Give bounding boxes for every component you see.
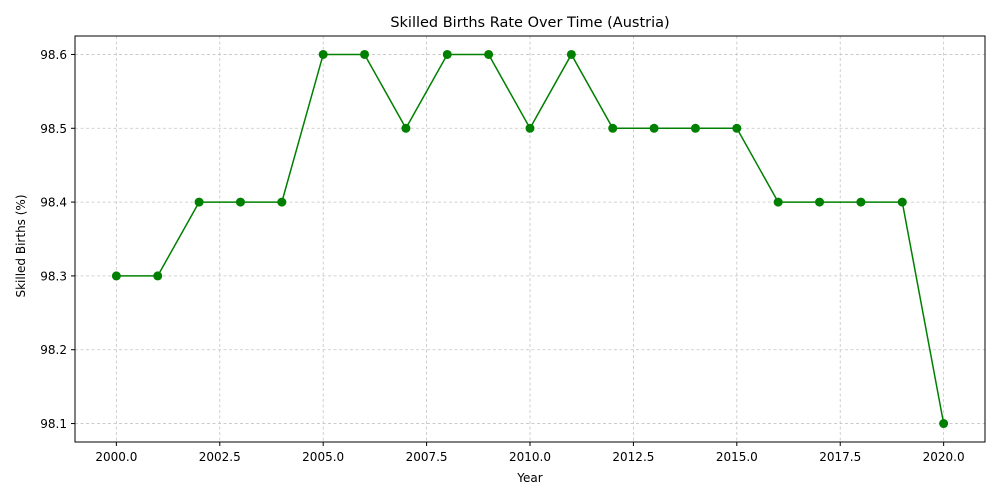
data-point [484,49,494,59]
grid [75,36,985,442]
y-tick-label: 98.3 [40,269,67,283]
x-tick-label: 2007.5 [406,450,448,464]
data-point [690,123,700,133]
data-point [649,123,659,133]
data-point [194,197,204,207]
data-point [608,123,618,133]
y-ticks: 98.1 98.2 98.3 98.4 98.5 98.6 [40,48,75,431]
x-tick-label: 2010.0 [509,450,551,464]
data-point [939,419,949,429]
data-point [732,123,742,133]
x-tick-label: 2015.0 [716,450,758,464]
x-tick-label: 2012.5 [612,450,654,464]
y-axis-label: Skilled Births (%) [14,194,28,297]
x-tick-label: 2017.5 [819,450,861,464]
y-tick-label: 98.4 [40,196,67,210]
data-point [566,49,576,59]
data-point [815,197,825,207]
data-point [360,49,370,59]
data-point [318,49,328,59]
x-tick-label: 2020.0 [923,450,965,464]
x-tick-label: 2000.0 [95,450,137,464]
x-tick-label: 2005.0 [302,450,344,464]
data-point [856,197,866,207]
y-tick-label: 98.5 [40,122,67,136]
y-tick-label: 98.6 [40,48,67,62]
data-point [897,197,907,207]
data-point [773,197,783,207]
chart-title: Skilled Births Rate Over Time (Austria) [390,15,669,31]
data-point [442,49,452,59]
x-axis-label: Year [516,471,542,485]
y-tick-label: 98.2 [40,343,67,357]
data-point [525,123,535,133]
y-tick-label: 98.1 [40,417,67,431]
x-tick-label: 2002.5 [199,450,241,464]
data-point [401,123,411,133]
data-point [111,271,121,281]
series [111,49,949,429]
x-ticks: 2000.0 2002.5 2005.0 2007.5 2010.0 2012.5 2015… [95,442,965,464]
data-point [235,197,245,207]
data-point [277,197,287,207]
data-point [153,271,163,281]
